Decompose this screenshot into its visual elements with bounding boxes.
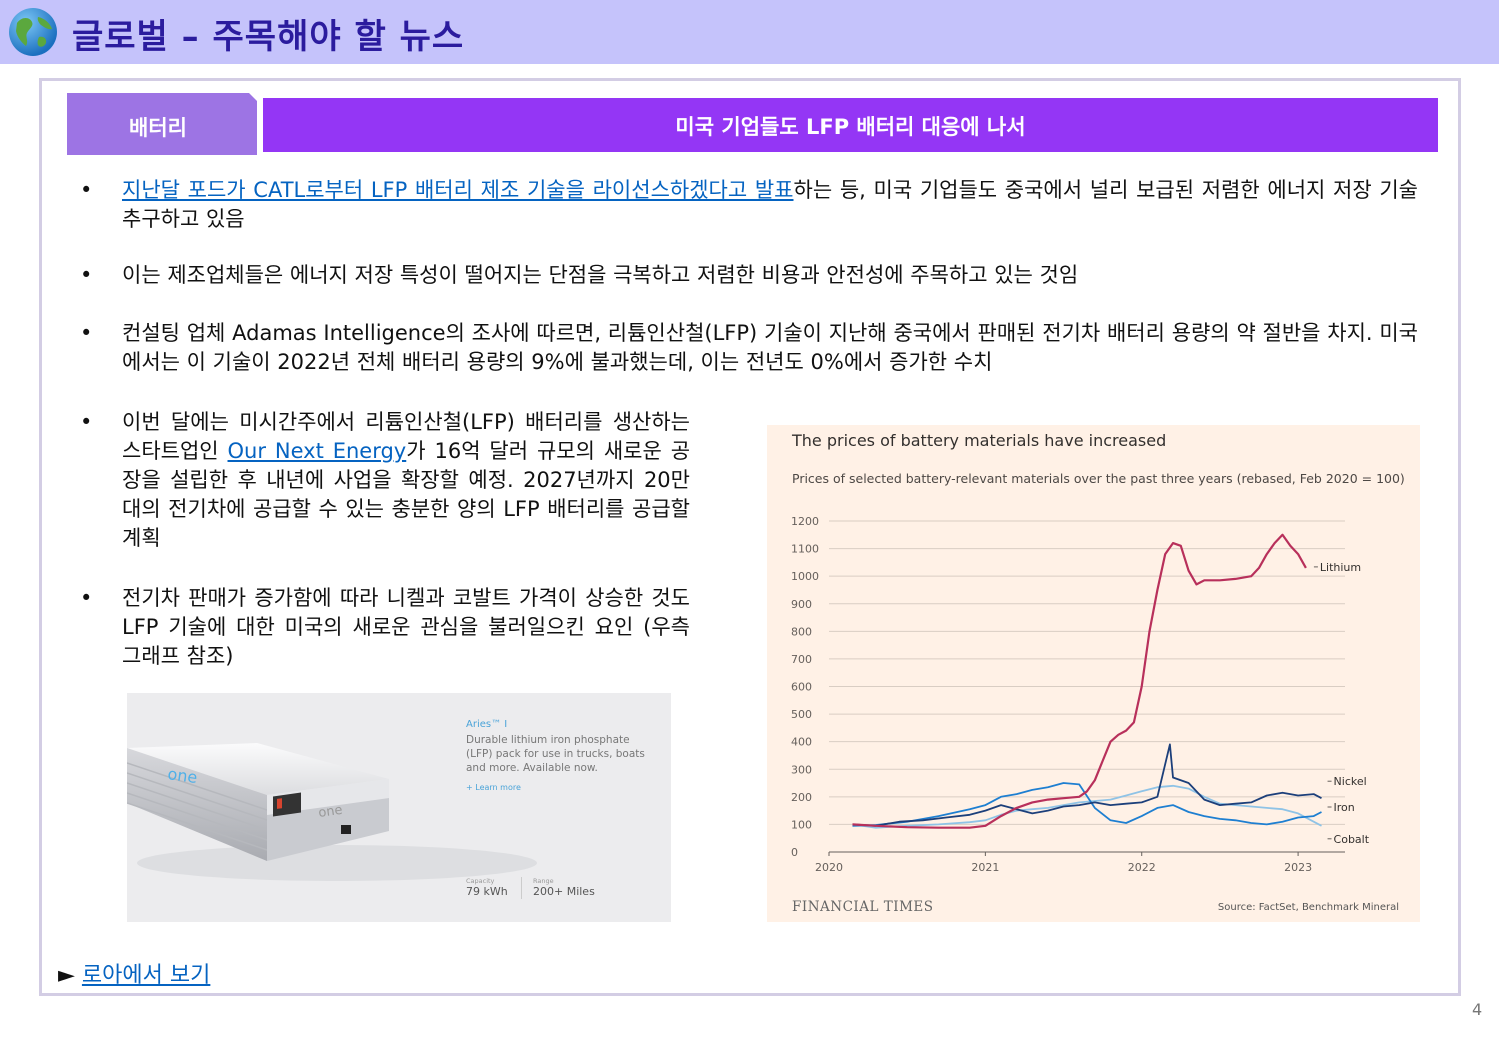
bullet-text: 전기차 판매가 증가함에 따라 니켈과 코발트 가격이 상승한 것도 LFP 기… (122, 586, 690, 668)
y-tick-label: 100 (791, 818, 812, 831)
category-tab (67, 93, 257, 155)
y-tick-label: 1200 (791, 515, 819, 528)
more-link[interactable]: ► 로아에서 보기 (58, 957, 210, 989)
series-line-lithium (852, 533, 1307, 829)
globe-icon (9, 8, 57, 56)
chart-title: The prices of battery materials have inc… (792, 431, 1167, 450)
y-tick-label: 800 (791, 625, 812, 638)
spec-value: 200+ Miles (533, 885, 595, 898)
battery-prices-chart: The prices of battery materials have inc… (767, 425, 1420, 922)
y-tick-label: 200 (791, 791, 812, 804)
y-tick-label: 400 (791, 736, 812, 749)
chart-subtitle: Prices of selected battery-relevant mate… (792, 471, 1405, 486)
page-title: 글로벌 – 주목해야 할 뉴스 (72, 17, 465, 57)
series-label: Nickel (1334, 775, 1367, 788)
product-description: Durable lithium iron phosphate (LFP) pac… (466, 734, 645, 774)
battery-product-image: one one Aries™ I Durable lithium iron ph… (127, 693, 671, 922)
y-tick-label: 1000 (791, 570, 819, 583)
spec-value: 79 kWh (466, 885, 508, 898)
y-tick-label: 300 (791, 763, 812, 776)
spec-divider (521, 877, 522, 899)
learn-more-text: + Learn more (466, 783, 521, 792)
headline-banner (263, 98, 1438, 152)
series-line-iron (852, 782, 1322, 827)
y-tick-label: 700 (791, 653, 812, 666)
chart-plot: 0 100 200 300 400 500 600 700 800 900 1000 1100 1200… (791, 515, 1370, 874)
y-tick-label: 500 (791, 708, 812, 721)
bullet-text: 컨설팅 업체 Adamas Intelligence의 조사에 따르면, 리튬인… (122, 321, 1418, 374)
view-on-roa-link[interactable]: 로아에서 보기 (81, 963, 211, 988)
bullet-text: 이번 달에는 미시간주에서 리튬인산철(LFP) 배터리를 생산하는 스타트업인 (122, 410, 690, 463)
battery-pack-illustration: one one (127, 743, 537, 881)
y-tick-label: 900 (791, 598, 812, 611)
bullet-marker: • (80, 410, 93, 434)
y-tick-label: 600 (791, 681, 812, 694)
bullet-marker: • (80, 263, 93, 287)
y-tick-label: 1100 (791, 543, 819, 556)
our-next-energy-link[interactable]: Our Next Energy (227, 439, 407, 463)
series-label: Cobalt (1334, 833, 1370, 846)
category-label: 배터리 (129, 116, 187, 140)
chart-publisher: FINANCIAL TIMES (792, 899, 934, 915)
x-tick-label: 2023 (1284, 861, 1312, 874)
x-tick-label: 2021 (971, 861, 999, 874)
spec-label: Capacity (466, 877, 495, 885)
arrow-icon: ► (58, 963, 75, 988)
bullet-text: 가 16억 달러 규모의 새로운 공장을 설립한 후 내년에 사업을 확장할 예… (122, 439, 691, 550)
bullet-text: 하는 등, 미국 기업들도 중국에서 널리 보급된 저렴한 에너지 저장 기술 … (122, 178, 1418, 231)
series-label: Iron (1334, 801, 1355, 814)
chart-source: Source: FactSet, Benchmark Mineral (1217, 902, 1399, 913)
series-line-cobalt (852, 784, 1322, 829)
product-name: Aries™ I (466, 719, 508, 730)
series-line-nickel (852, 743, 1322, 827)
x-tick-label: 2022 (1128, 861, 1156, 874)
bullet-marker: • (80, 178, 93, 202)
header-bar: 글로벌 – 주목해야 할 뉴스 (0, 0, 1499, 64)
bullet-marker: • (80, 321, 93, 345)
page-number: 4 (1472, 1000, 1483, 1019)
pack-logo: one (166, 764, 198, 787)
ford-catl-news-link[interactable]: 지난달 포드가 CATL로부터 LFP 배터리 제조 기술을 라이선스하겠다고 … (122, 178, 794, 202)
bullet-marker: • (80, 586, 93, 610)
pack-logo-side: one (317, 803, 343, 821)
y-tick-label: 0 (791, 846, 798, 859)
bullet-text: 이는 제조업체들은 에너지 저장 특성이 떨어지는 단점을 극복하고 저렴한 비… (122, 263, 1079, 287)
x-tick-label: 2020 (815, 861, 843, 874)
series-label: Lithium (1320, 561, 1361, 574)
headline-text: 미국 기업들도 LFP 배터리 대응에 나서 (675, 115, 1026, 139)
spec-label: Range (533, 877, 554, 885)
